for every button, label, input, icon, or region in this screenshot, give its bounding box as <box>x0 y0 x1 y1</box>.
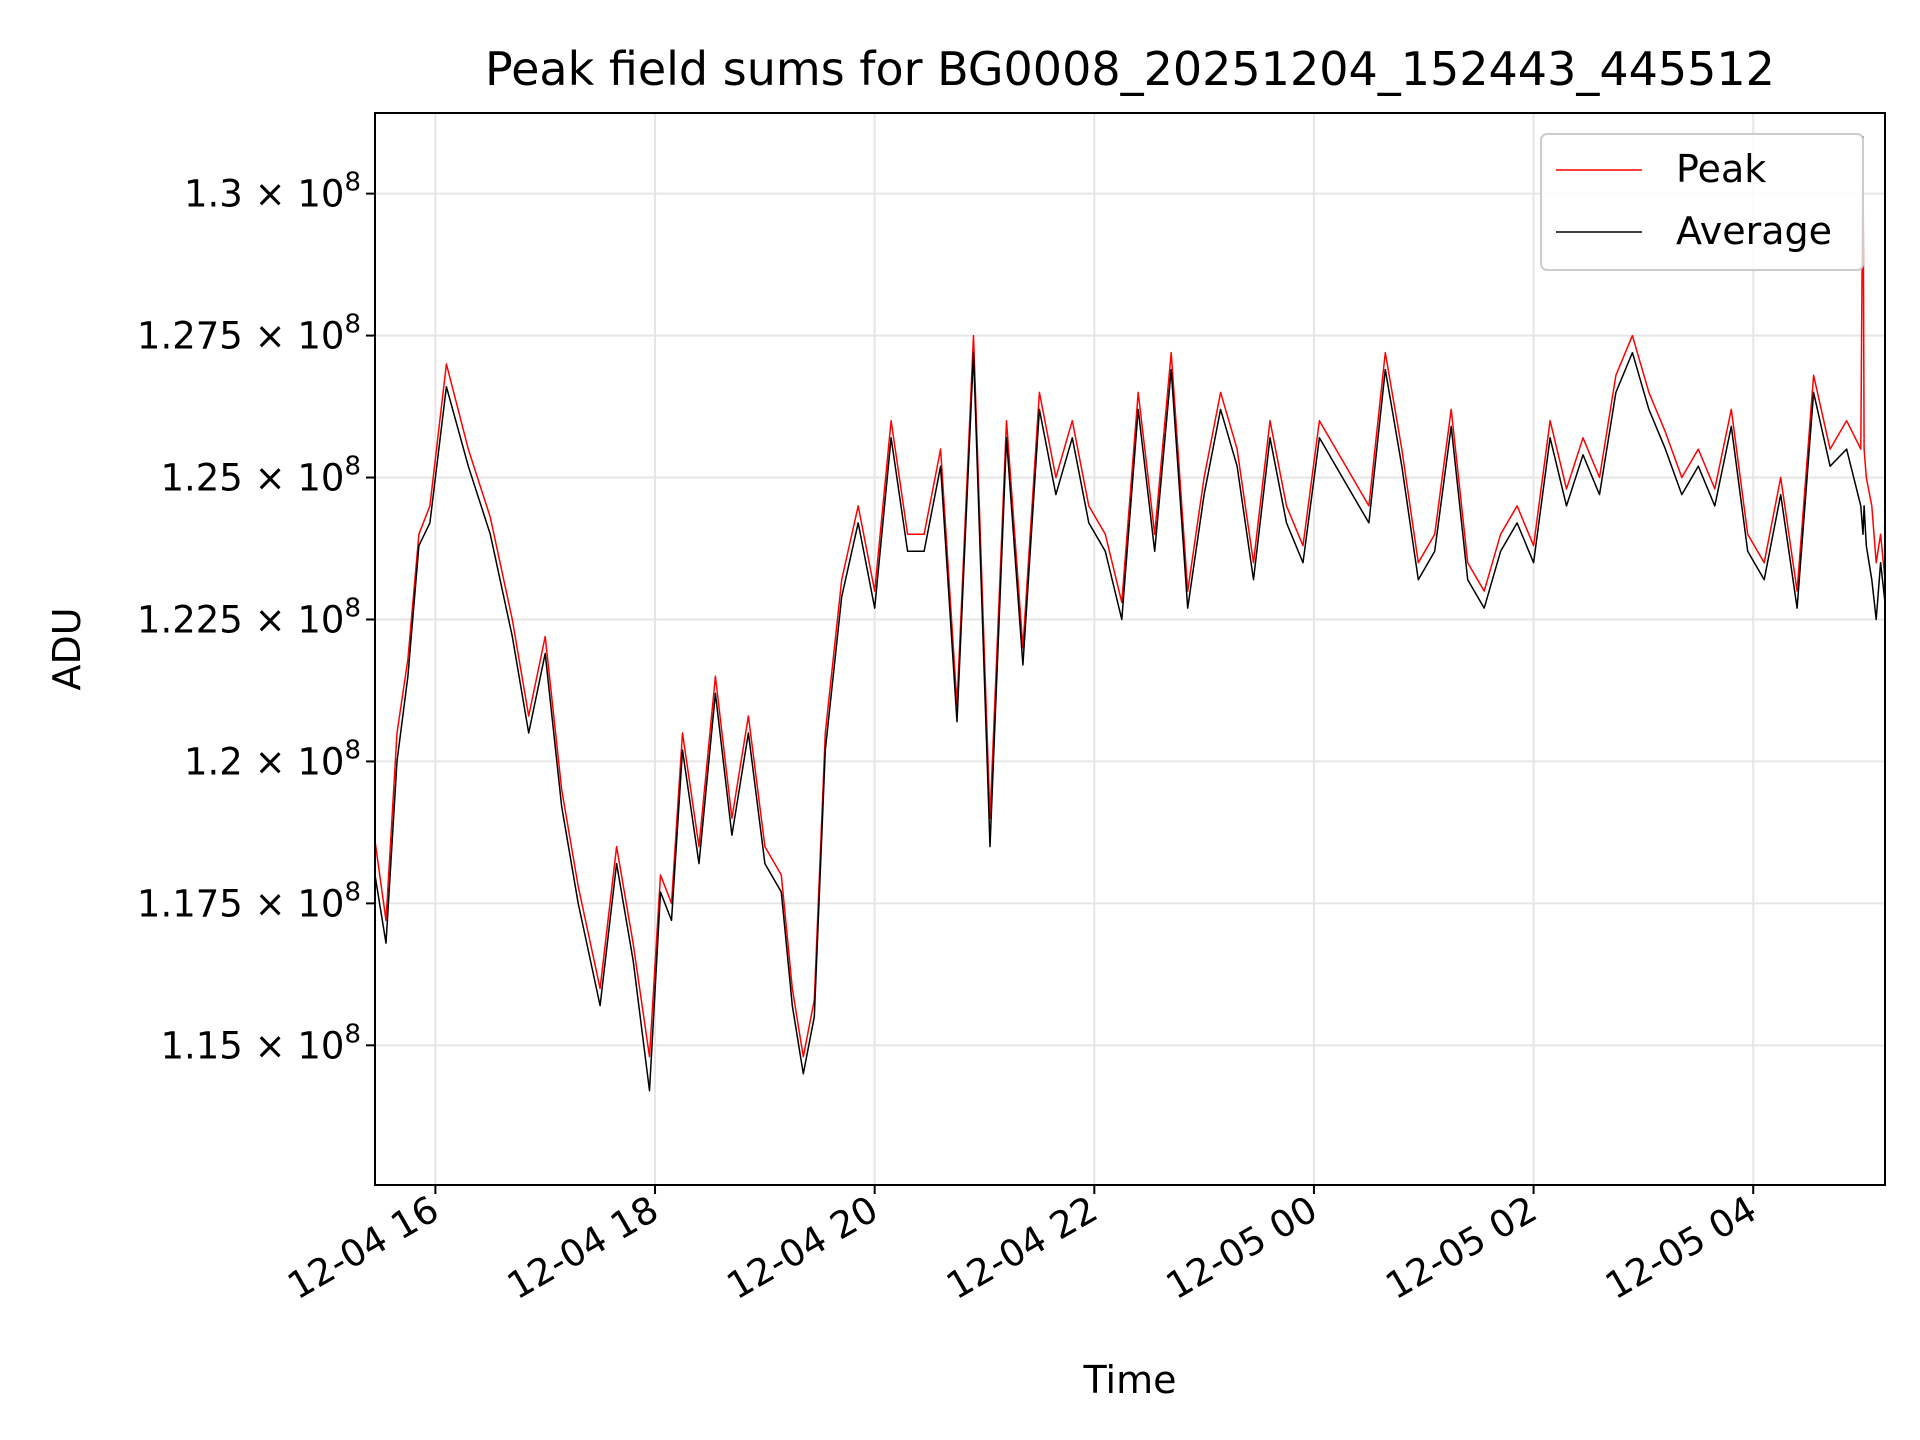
y-tick-label: 1.3 × 108 <box>184 168 361 216</box>
y-tick-label: 1.175 × 108 <box>137 877 361 925</box>
y-tick-label: 1.25 × 108 <box>160 452 361 500</box>
y-axis-label: ADU <box>45 607 89 690</box>
grid <box>375 113 1885 1185</box>
series-peak-line <box>374 136 1886 1058</box>
legend-box <box>1540 133 1864 271</box>
y-tick-label: 1.225 × 108 <box>137 593 361 641</box>
plot-frame <box>374 112 1886 1186</box>
legend-peak-label: Peak <box>1676 147 1766 191</box>
legend-average-label: Average <box>1676 209 1832 253</box>
x-axis-label: Time <box>1083 1358 1177 1402</box>
y-tick-label: 1.275 × 108 <box>137 310 361 358</box>
y-tick-label: 1.15 × 108 <box>160 1019 361 1067</box>
chart-title: Peak field sums for BG0008_20251204_1524… <box>485 42 1775 96</box>
series-average-line <box>374 351 1886 1092</box>
y-axis-ticks: 1.15 × 108 1.175 × 108 1.2 × 108 1.225 × 10… <box>137 168 375 1067</box>
legend: Peak Average <box>1540 133 1864 271</box>
series-layer <box>374 136 1886 1092</box>
y-tick-label: 1.2 × 108 <box>184 735 361 783</box>
